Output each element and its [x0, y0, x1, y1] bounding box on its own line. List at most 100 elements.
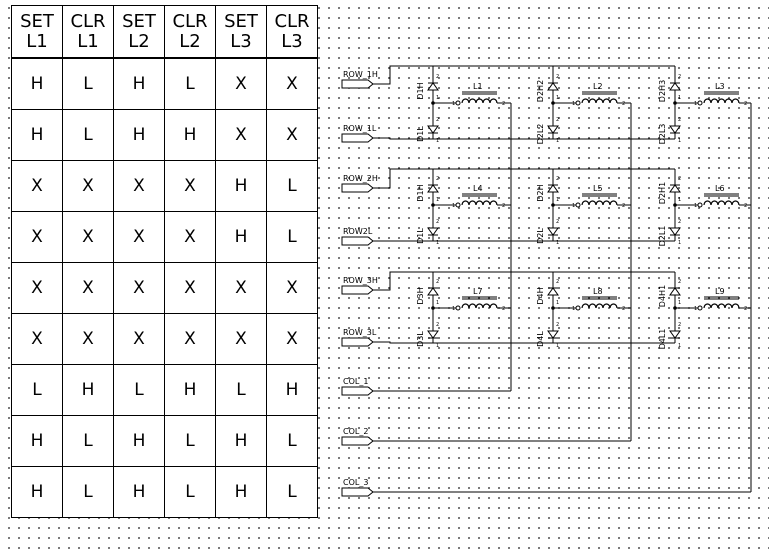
pin-number: 1: [572, 101, 575, 107]
net-port-label: COL_3: [343, 478, 368, 487]
diode-reference: D2H3: [658, 80, 667, 102]
diode-reference: D4L: [536, 331, 545, 347]
pin-number: 1: [436, 95, 439, 101]
diode-symbol: [669, 330, 681, 339]
net-port-flag: [341, 79, 374, 89]
inductor-pin-marker: [697, 202, 703, 208]
diode-reference: D2H: [536, 184, 545, 201]
net-port-label: ROW_1H: [343, 70, 378, 79]
pin-number: 2: [556, 176, 559, 182]
pin-number: 2: [678, 219, 681, 225]
net-port-label: COL_1: [343, 377, 368, 386]
pin-number: 2: [556, 74, 559, 80]
table-cell: L: [164, 57, 216, 110]
net-port-flag: [341, 133, 374, 143]
pin-number: 2: [678, 176, 681, 182]
inductor-coil: [581, 200, 618, 206]
table-cell: L: [62, 466, 114, 518]
pin-number: 2: [744, 203, 747, 209]
pin-number: 2: [678, 322, 681, 328]
diode-symbol: [547, 82, 559, 91]
column-header: CLR L3: [266, 5, 318, 59]
diode-symbol: [669, 82, 681, 91]
diode-symbol: [669, 227, 681, 236]
table-cell: X: [164, 211, 216, 263]
pin-number: 1: [556, 197, 559, 203]
pin-number: 1: [572, 203, 575, 209]
table-cell: H: [215, 211, 267, 263]
diode-symbol: [427, 125, 439, 134]
pin-number: 2: [436, 219, 439, 225]
diode-symbol: [547, 227, 559, 236]
pin-number: 1: [436, 343, 439, 349]
inductor-pin-marker: [697, 305, 703, 311]
inductor-pin-marker: [697, 100, 703, 106]
table-cell: X: [164, 262, 216, 314]
diode-reference: D4L1: [658, 329, 667, 350]
pin-number: 2: [556, 322, 559, 328]
diode-reference: D4H1: [658, 285, 667, 307]
pin-number: 2: [436, 279, 439, 285]
table-cell: H: [113, 109, 165, 161]
inductor-pin-marker: [575, 100, 581, 106]
diode-reference: D3L: [416, 331, 425, 347]
inductor-pin-marker: [455, 202, 461, 208]
net-port-flag: [341, 386, 374, 396]
table-cell: X: [164, 160, 216, 212]
diode-reference: D1H: [416, 82, 425, 99]
pin-number: 1: [678, 95, 681, 101]
inductor-coil: [703, 98, 740, 104]
pin-number: 2: [744, 306, 747, 312]
pin-number: 1: [694, 203, 697, 209]
pin-number: 2: [556, 279, 559, 285]
inductor-reference: L9: [715, 287, 725, 296]
pin-number: 2: [436, 117, 439, 123]
column-header-inductor: L2: [128, 30, 150, 52]
pin-number: 1: [556, 300, 559, 306]
table-cell: H: [113, 466, 165, 518]
table-cell: L: [62, 57, 114, 110]
pin-number: 2: [556, 219, 559, 225]
wire: [373, 65, 675, 85]
column-header: CLR L2: [164, 5, 216, 59]
inductor-reference: L3: [715, 82, 725, 91]
junction-dot: [673, 101, 677, 105]
column-header-signal: SET: [20, 10, 54, 32]
table-cell: X: [266, 109, 318, 161]
net-port-flag: [341, 337, 374, 347]
pin-number: 1: [678, 197, 681, 203]
junction-dot: [551, 101, 555, 105]
pin-number: 1: [436, 197, 439, 203]
pin-number: 2: [744, 101, 747, 107]
inductor-reference: L5: [593, 184, 603, 193]
table-cell: H: [215, 160, 267, 212]
net-port-label: COL_2: [343, 427, 368, 436]
diode-reference: D2L2: [536, 124, 545, 145]
pin-number: 1: [436, 240, 439, 246]
inductor-reference: L4: [473, 184, 483, 193]
wire: [373, 341, 675, 344]
column-header: SET L2: [113, 5, 165, 59]
inductor-coil: [581, 98, 618, 104]
inductor-pin-marker: [575, 305, 581, 311]
inductor-reference: L2: [593, 82, 603, 91]
table-cell: L: [215, 364, 267, 416]
diode-reference: D1L: [416, 126, 425, 142]
wire: [373, 137, 675, 140]
pin-number: 1: [556, 240, 559, 246]
diode-symbol: [427, 287, 439, 296]
pin-number: 2: [502, 306, 505, 312]
column-header-signal: CLR: [70, 10, 106, 32]
diode-reference: D2L: [536, 228, 545, 244]
column-header-signal: SET: [224, 10, 258, 32]
inductor-coil: [461, 200, 498, 206]
diode-symbol: [547, 287, 559, 296]
table-cell: X: [11, 160, 63, 212]
pin-number: 1: [556, 343, 559, 349]
table-cell: L: [266, 466, 318, 518]
